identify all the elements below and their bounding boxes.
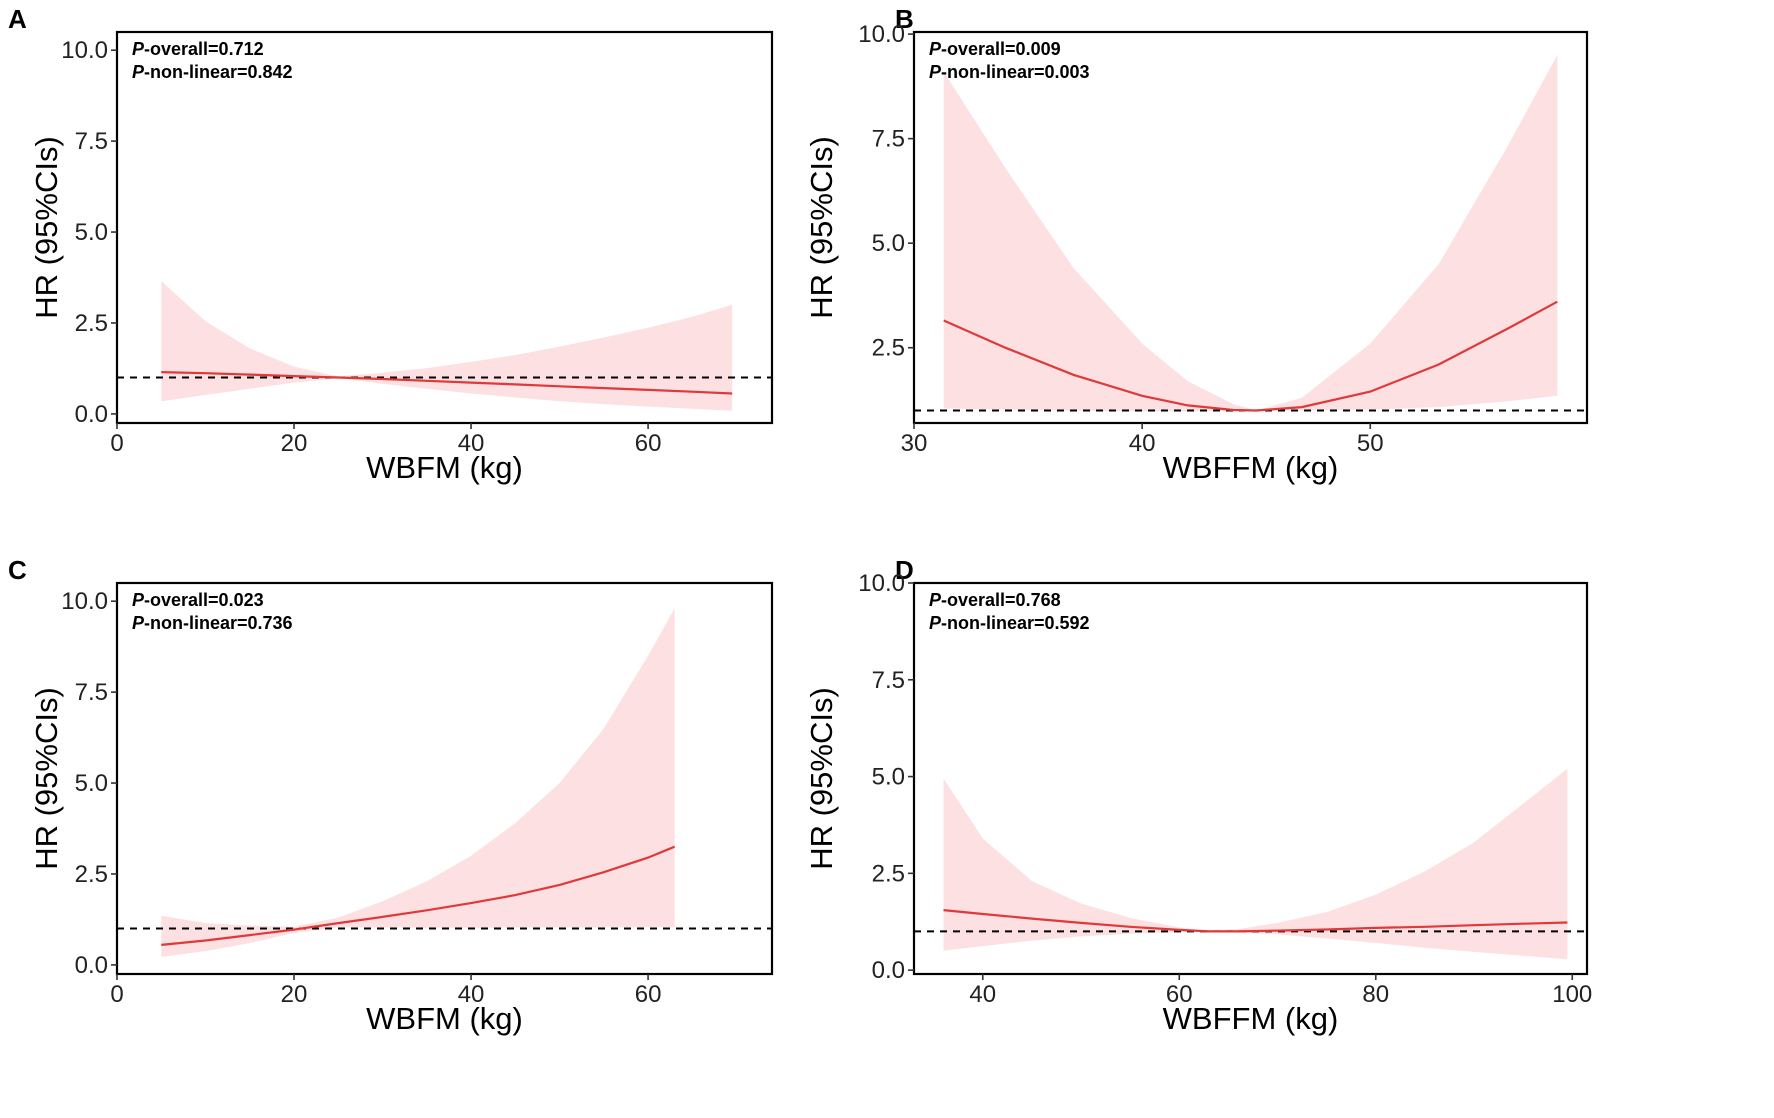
chart-c-annotation-value: -non-linear=0.736	[144, 613, 293, 633]
chart-d-annotation-p: P	[929, 613, 942, 633]
chart-d-plot-frame	[912, 581, 1589, 976]
chart-a-y-axis-label: HR (95%CIs)	[29, 136, 64, 319]
chart-c-hr-line	[161, 845, 676, 946]
chart-c-ytick-label: 10.0	[61, 588, 108, 615]
chart-d-ytick-label: 7.5	[872, 667, 905, 694]
chart-a-x-axis-label: WBFM (kg)	[366, 450, 523, 485]
chart-b-annotation-p: P	[929, 39, 942, 59]
chart-c-ytick-label: 2.5	[75, 861, 108, 888]
chart-c-annotation-p: P	[132, 590, 145, 610]
chart-a-ci-band	[161, 281, 733, 411]
chart-b-plot-frame	[912, 30, 1589, 425]
chart-panel-b: B 2.5 5.0 7.5 10.0 30 40 50 WBFFM (kg) HR (95%CIs…	[804, 0, 1774, 559]
chart-d-annotation-value: -non-linear=0.592	[941, 613, 1090, 633]
chart-a-xtick-label: 0	[110, 430, 123, 457]
chart-c-panel-letter: C	[8, 555, 27, 585]
chart-d-annotation: P-non-linear=0.592	[929, 613, 1090, 633]
chart-c-annotation-p: P	[132, 613, 145, 633]
chart-a-ytick-label: 5.0	[75, 219, 108, 246]
chart-b-svg: B 2.5 5.0 7.5 10.0 30 40 50 WBFFM (kg) HR (95%CIs…	[804, 4, 1589, 485]
chart-a-xtick-label: 20	[281, 430, 308, 457]
chart-c-svg: C 0.0 2.5 5.0 7.5 10.0 0 20 40 60 WBFM (kg) HR (95%…	[8, 555, 774, 1036]
chart-d-svg: D 0.0 2.5 5.0 7.5 10.0 40 60 80 100 WBFFM (kg) HR (…	[804, 555, 1592, 1036]
chart-b-annotation-value: -overall=0.009	[941, 39, 1061, 59]
chart-d-annotation: P-overall=0.768	[929, 590, 1061, 610]
chart-b-annotation-p: P	[929, 62, 942, 82]
chart-d-xtick-label: 80	[1362, 981, 1389, 1008]
chart-d-ci-band	[943, 768, 1568, 960]
chart-d-ytick-label: 2.5	[872, 860, 905, 887]
chart-a-annotation: P-non-linear=0.842	[132, 62, 293, 82]
chart-a-annotation-p: P	[132, 39, 145, 59]
chart-b-ytick-label: 5.0	[872, 230, 905, 257]
chart-b-y-axis-label: HR (95%CIs)	[804, 136, 839, 319]
chart-d-xtick-label: 40	[969, 981, 996, 1008]
chart-panel-a: A 0.0 2.5 5.0 7.5 10.0 0 20 40 60 WBFM (kg) HR (95%…	[0, 0, 887, 559]
chart-c-annotation: P-non-linear=0.736	[132, 613, 293, 633]
chart-a-hr-line	[161, 371, 733, 395]
chart-d-xtick-label: 100	[1552, 981, 1592, 1008]
chart-c-plot-frame	[115, 581, 774, 976]
chart-a-annotation-value: -non-linear=0.842	[144, 62, 293, 82]
chart-d-ytick-label: 0.0	[872, 957, 905, 984]
chart-a-annotation-value: -overall=0.712	[144, 39, 264, 59]
chart-c-y-axis-label: HR (95%CIs)	[29, 687, 64, 870]
chart-b-hr-line	[943, 300, 1558, 412]
chart-d-hr-line	[943, 909, 1568, 933]
chart-b-ci-band	[943, 55, 1558, 412]
chart-d-panel-letter: D	[895, 555, 914, 585]
chart-d-annotation-p: P	[929, 590, 942, 610]
chart-b-x-axis-label: WBFFM (kg)	[1163, 450, 1339, 485]
chart-a-ytick-label: 10.0	[61, 37, 108, 64]
chart-b-ytick-label: 2.5	[872, 335, 905, 362]
chart-c-ytick-label: 7.5	[75, 679, 108, 706]
chart-c-annotation: P-overall=0.023	[132, 590, 264, 610]
chart-c-xtick-label: 40	[458, 981, 485, 1008]
chart-b-xtick-label: 30	[901, 430, 928, 457]
chart-a-ytick-label: 0.0	[75, 401, 108, 428]
chart-panel-d: D 0.0 2.5 5.0 7.5 10.0 40 60 80 100 WBFFM (kg) HR (…	[804, 555, 1774, 1118]
chart-a-annotation: P-overall=0.712	[132, 39, 264, 59]
chart-d-annotation-value: -overall=0.768	[941, 590, 1061, 610]
chart-b-xtick-label: 40	[1129, 430, 1156, 457]
chart-a-ytick-label: 7.5	[75, 128, 108, 155]
chart-c-ci-band	[161, 608, 675, 957]
chart-b-annotation: P-non-linear=0.003	[929, 62, 1090, 82]
chart-c-x-axis-label: WBFM (kg)	[366, 1001, 523, 1036]
chart-a-panel-letter: A	[8, 4, 27, 34]
chart-c-ytick-label: 5.0	[75, 770, 108, 797]
chart-d-y-axis-label: HR (95%CIs)	[804, 687, 839, 870]
chart-b-ytick-label: 7.5	[872, 126, 905, 153]
chart-a-plot-frame	[115, 30, 774, 425]
chart-b-panel-letter: B	[895, 4, 914, 34]
chart-b-xtick-label: 50	[1357, 430, 1384, 457]
chart-c-xtick-label: 0	[110, 981, 123, 1008]
chart-a-xtick-label: 60	[635, 430, 662, 457]
chart-d-xtick-label: 60	[1166, 981, 1193, 1008]
chart-d-x-axis-label: WBFFM (kg)	[1163, 1001, 1339, 1036]
chart-panel-c: C 0.0 2.5 5.0 7.5 10.0 0 20 40 60 WBFM (kg) HR (95%…	[0, 555, 887, 1118]
chart-a-annotation-p: P	[132, 62, 145, 82]
chart-d-ytick-label: 10.0	[858, 570, 905, 597]
chart-b-annotation-value: -non-linear=0.003	[941, 62, 1090, 82]
chart-d-ytick-label: 5.0	[872, 764, 905, 791]
chart-c-xtick-label: 60	[635, 981, 662, 1008]
chart-b-ytick-label: 10.0	[858, 21, 905, 48]
chart-a-ytick-label: 2.5	[75, 310, 108, 337]
chart-c-xtick-label: 20	[281, 981, 308, 1008]
chart-a-svg: A 0.0 2.5 5.0 7.5 10.0 0 20 40 60 WBFM (kg) HR (95%…	[8, 4, 774, 485]
chart-c-annotation-value: -overall=0.023	[144, 590, 264, 610]
chart-a-xtick-label: 40	[458, 430, 485, 457]
chart-b-annotation: P-overall=0.009	[929, 39, 1061, 59]
chart-c-ytick-label: 0.0	[75, 952, 108, 979]
